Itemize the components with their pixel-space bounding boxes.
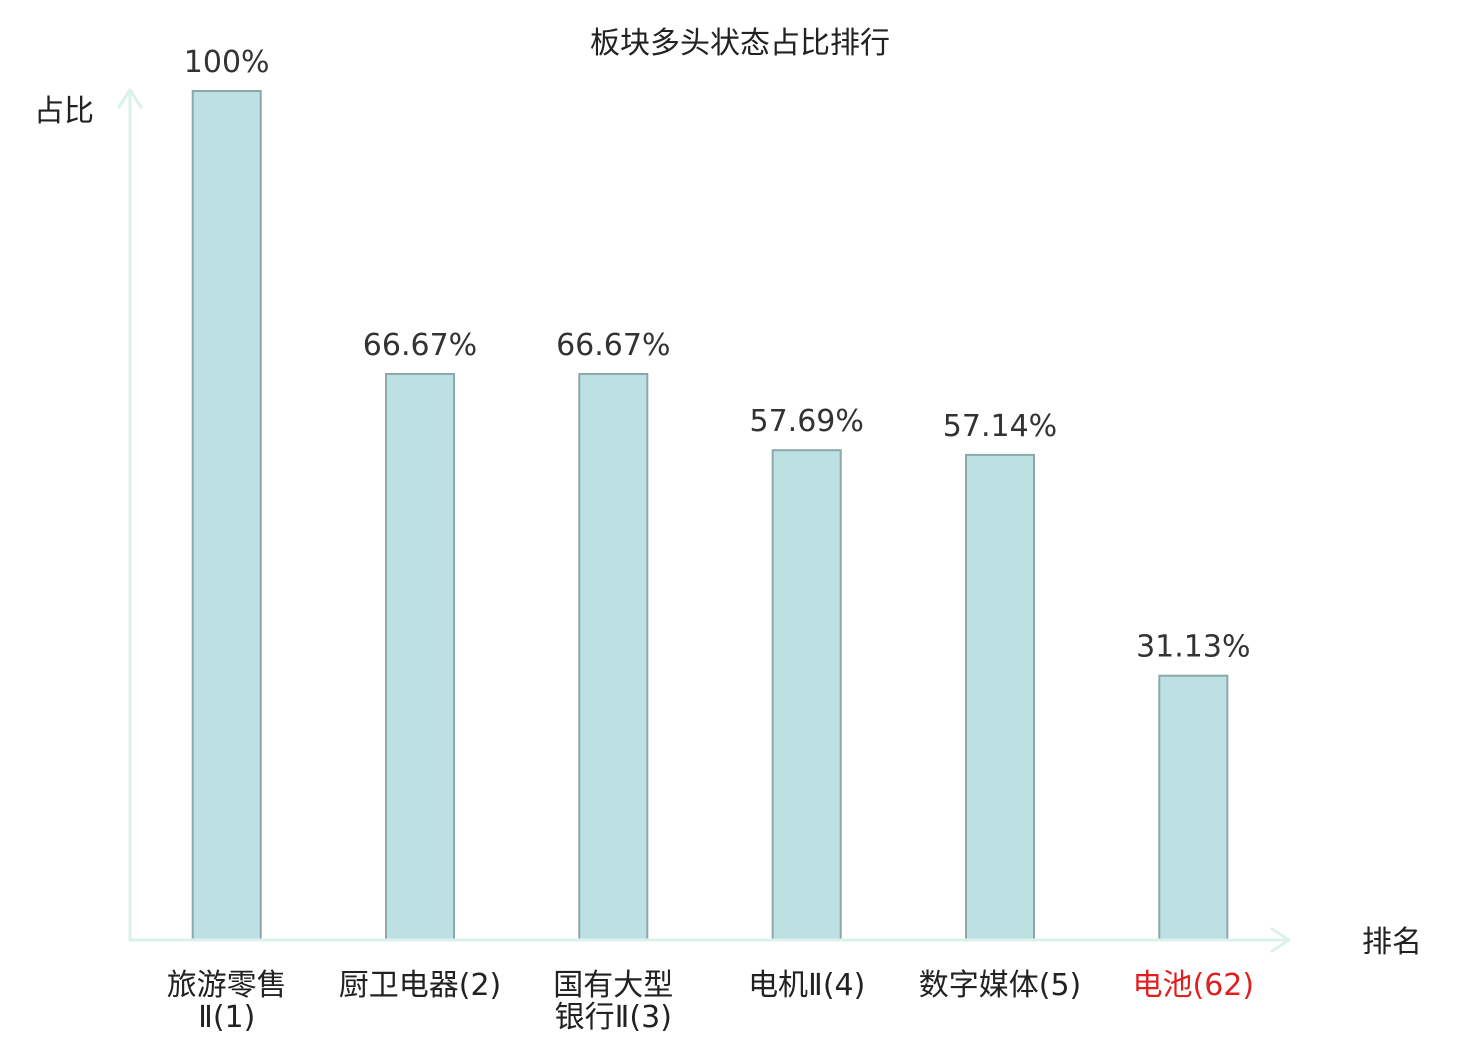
value-label-4: 57.69% [750,404,864,439]
bar-5 [965,453,1035,941]
axes [117,88,1291,953]
category-label-6: 电池(62) [1133,968,1255,1003]
value-labels: 100% 66.67% 66.67% 57.69% 57.14% 31.13% [184,45,1251,665]
category-label-line: 数字媒体(5) [919,968,1082,1003]
category-label-4: 电机Ⅱ(4) [748,968,865,1003]
category-label-line: 厨卫电器(2) [339,968,502,1003]
x-axis-label: 排名 [1362,925,1422,960]
bar-1 [191,90,262,941]
y-axis-arrow-icon [117,88,143,109]
value-label-2: 66.67% [363,328,477,363]
category-label-line: 电机Ⅱ(4) [748,968,865,1003]
category-labels: 旅游零售 Ⅱ(1) 厨卫电器(2) 国有大型银行Ⅱ(3) 电机Ⅱ(4) 数字媒体(5) 电池… [167,968,1254,1035]
value-label-1: 100% [184,45,270,80]
x-axis-arrow-icon [1270,927,1291,953]
category-label-3: 国有大型银行Ⅱ(3) [553,968,673,1035]
category-label-5: 数字媒体(5) [919,968,1082,1003]
bar-2 [385,373,455,941]
category-label-line: 电池(62) [1133,968,1255,1003]
category-label-line: 旅游零售 [167,968,287,1003]
value-label-6: 31.13% [1136,630,1250,665]
category-label-line: 国有大型 [553,968,673,1003]
bar-6 [1158,674,1229,941]
category-label-line: 银行Ⅱ(3) [555,1000,672,1035]
bar-3 [578,373,649,941]
category-label-line: Ⅱ(1) [198,1000,255,1035]
bars [191,90,1229,941]
category-label-2: 厨卫电器(2) [339,968,502,1003]
category-label-1: 旅游零售 Ⅱ(1) [167,968,287,1035]
chart-title: 板块多头状态占比排行 [590,26,890,61]
value-label-3: 66.67% [556,328,670,363]
bar-4 [771,449,842,941]
value-label-5: 57.14% [943,409,1057,444]
y-axis-label: 占比 [34,94,94,129]
